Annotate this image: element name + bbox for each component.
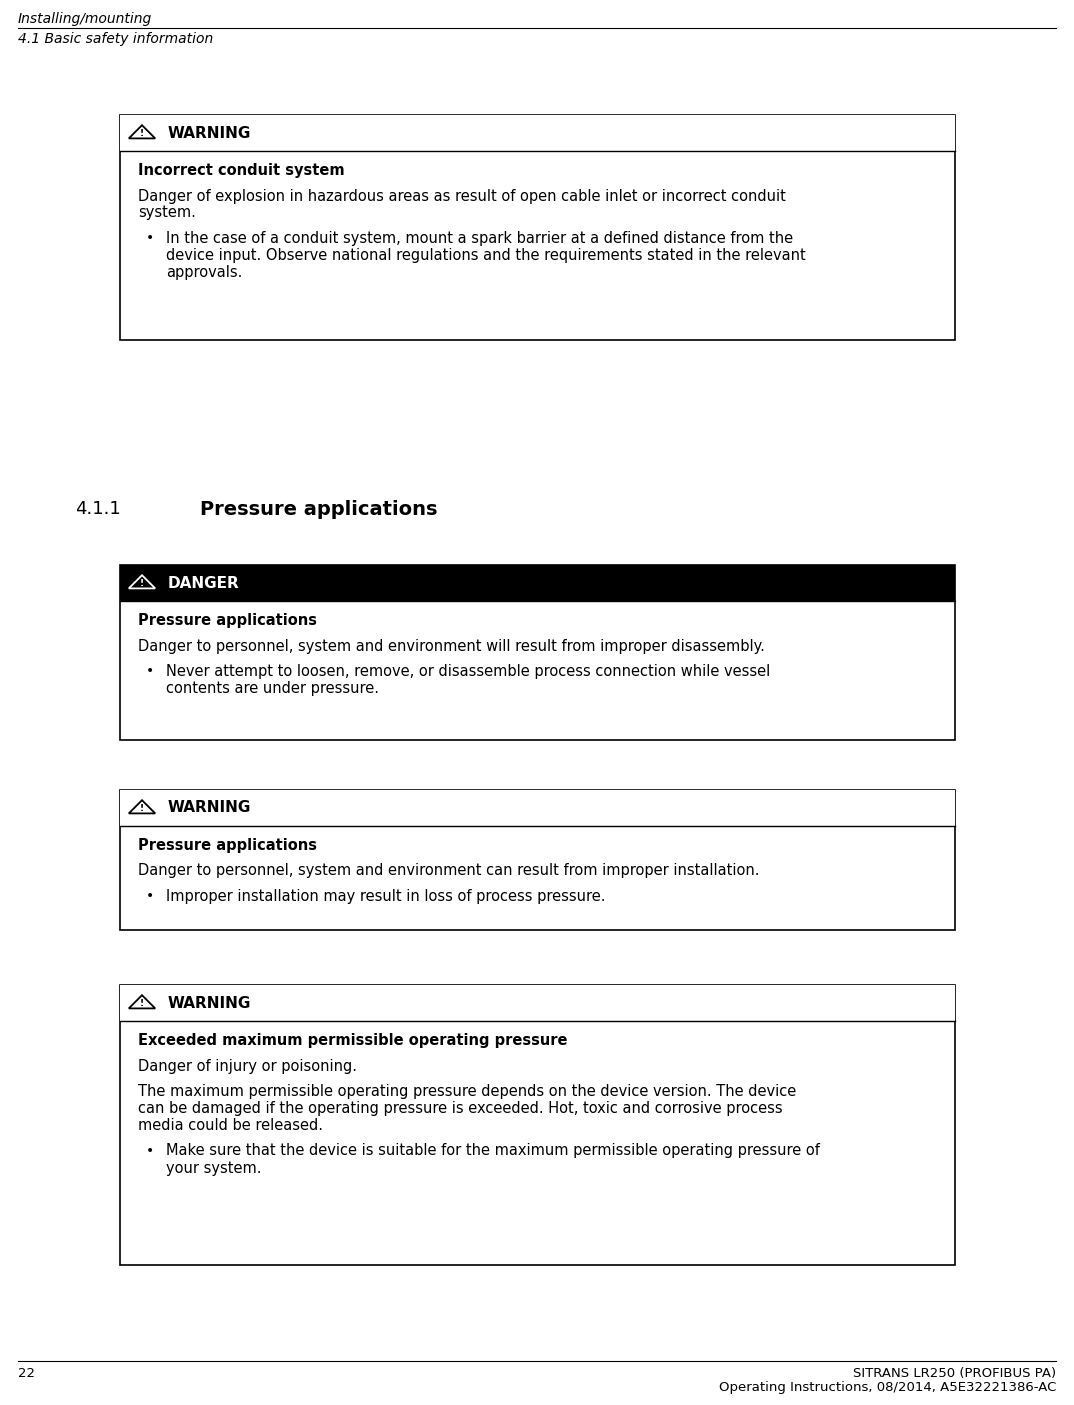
- Polygon shape: [129, 995, 156, 1009]
- Text: !: !: [140, 999, 144, 1009]
- Text: WARNING: WARNING: [168, 801, 251, 815]
- Text: •: •: [146, 1144, 155, 1158]
- Text: contents are under pressure.: contents are under pressure.: [166, 681, 379, 695]
- Text: •: •: [146, 665, 155, 679]
- Text: !: !: [140, 579, 144, 589]
- Text: Pressure applications: Pressure applications: [137, 837, 317, 853]
- Text: Pressure applications: Pressure applications: [200, 500, 437, 518]
- Text: WARNING: WARNING: [168, 996, 251, 1010]
- Text: Pressure applications: Pressure applications: [137, 613, 317, 628]
- Text: Never attempt to loosen, remove, or disassemble process connection while vessel: Never attempt to loosen, remove, or disa…: [166, 665, 770, 679]
- Bar: [120, 115, 955, 150]
- Text: WARNING: WARNING: [168, 125, 251, 140]
- Bar: [120, 985, 955, 1264]
- Text: Improper installation may result in loss of process pressure.: Improper installation may result in loss…: [166, 889, 606, 903]
- Text: approvals.: approvals.: [166, 266, 243, 280]
- Polygon shape: [129, 801, 156, 813]
- Text: !: !: [140, 129, 144, 138]
- Text: Exceeded maximum permissible operating pressure: Exceeded maximum permissible operating p…: [137, 1033, 567, 1048]
- Text: Operating Instructions, 08/2014, A5E32221386-AC: Operating Instructions, 08/2014, A5E3222…: [719, 1381, 1056, 1394]
- Bar: [120, 565, 955, 601]
- Bar: [120, 115, 955, 340]
- Polygon shape: [129, 125, 156, 139]
- Text: media could be released.: media could be released.: [137, 1118, 323, 1132]
- Bar: [120, 565, 955, 740]
- Text: SITRANS LR250 (PROFIBUS PA): SITRANS LR250 (PROFIBUS PA): [853, 1367, 1056, 1380]
- Text: your system.: your system.: [166, 1161, 261, 1176]
- Text: 22: 22: [18, 1367, 35, 1380]
- Text: Danger to personnel, system and environment will result from improper disassembl: Danger to personnel, system and environm…: [137, 638, 765, 653]
- Text: In the case of a conduit system, mount a spark barrier at a defined distance fro: In the case of a conduit system, mount a…: [166, 230, 793, 246]
- Text: can be damaged if the operating pressure is exceeded. Hot, toxic and corrosive p: can be damaged if the operating pressure…: [137, 1102, 783, 1116]
- Text: 4.1.1: 4.1.1: [75, 500, 120, 518]
- Text: !: !: [140, 804, 144, 813]
- Text: •: •: [146, 230, 155, 244]
- Text: Installing/mounting: Installing/mounting: [18, 13, 153, 27]
- Text: Make sure that the device is suitable for the maximum permissible operating pres: Make sure that the device is suitable fo…: [166, 1144, 819, 1159]
- Bar: [120, 790, 955, 826]
- Text: •: •: [146, 889, 155, 903]
- Text: The maximum permissible operating pressure depends on the device version. The de: The maximum permissible operating pressu…: [137, 1085, 796, 1099]
- Text: 4.1 Basic safety information: 4.1 Basic safety information: [18, 32, 214, 46]
- Text: Danger of explosion in hazardous areas as result of open cable inlet or incorrec: Danger of explosion in hazardous areas a…: [137, 188, 786, 204]
- Text: Danger to personnel, system and environment can result from improper installatio: Danger to personnel, system and environm…: [137, 864, 759, 878]
- Text: Incorrect conduit system: Incorrect conduit system: [137, 163, 345, 178]
- Bar: [120, 790, 955, 930]
- Text: Danger of injury or poisoning.: Danger of injury or poisoning.: [137, 1058, 357, 1073]
- Text: device input. Observe national regulations and the requirements stated in the re: device input. Observe national regulatio…: [166, 249, 806, 263]
- Text: DANGER: DANGER: [168, 576, 240, 590]
- Text: system.: system.: [137, 205, 195, 221]
- Bar: [120, 985, 955, 1021]
- Polygon shape: [129, 575, 156, 589]
